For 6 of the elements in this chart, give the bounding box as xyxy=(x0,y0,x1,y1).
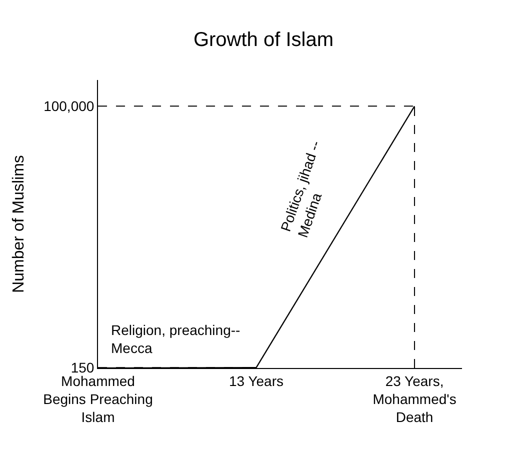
x-tick-label: 23 Years, Mohammed's Death xyxy=(372,372,456,426)
chart-title: Growth of Islam xyxy=(193,28,334,51)
y-tick-label: 100,000 xyxy=(44,98,94,114)
x-tick-label: 13 Years xyxy=(229,372,284,389)
annotation: Religion, preaching-- Mecca xyxy=(111,322,241,356)
y-axis-title: Number of Muslims xyxy=(10,155,28,293)
